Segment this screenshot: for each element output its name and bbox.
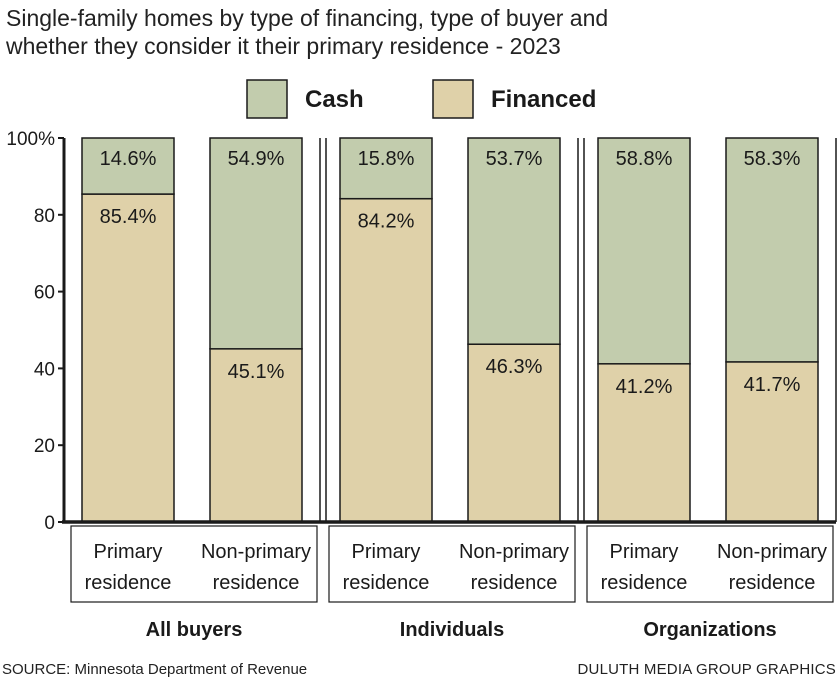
bar-cash bbox=[339, 137, 433, 200]
data-label-financed: 85.4% bbox=[100, 206, 157, 228]
data-label-cash: 58.8% bbox=[616, 148, 673, 170]
y-tick-label: 60 bbox=[34, 283, 55, 304]
bar-cash bbox=[209, 137, 303, 350]
x-category-label-line-1: Primary bbox=[352, 541, 421, 563]
data-label-financed: 46.3% bbox=[486, 356, 543, 378]
category-label-box bbox=[328, 525, 576, 603]
x-category-label-line-2: residence bbox=[85, 572, 172, 594]
y-tick-label: 80 bbox=[34, 206, 55, 227]
bar-financed bbox=[339, 197, 433, 523]
x-category-label-line-1: Primary bbox=[610, 541, 679, 563]
bar-financed bbox=[725, 361, 819, 523]
category-label-box bbox=[586, 525, 834, 603]
bar-cash bbox=[81, 137, 175, 195]
group-label: Individuals bbox=[400, 619, 504, 641]
chart-title-line-1: Single-family homes by type of financing… bbox=[6, 5, 609, 31]
y-tick-label: 20 bbox=[34, 436, 55, 457]
data-label-financed: 41.2% bbox=[616, 376, 673, 398]
graphics-credit: DULUTH MEDIA GROUP GRAPHICS bbox=[577, 661, 836, 678]
bar-cash bbox=[597, 137, 691, 365]
x-category-label-line-1: Non-primary bbox=[201, 541, 311, 563]
legend-label-financed: Financed bbox=[491, 86, 596, 113]
data-label-financed: 84.2% bbox=[358, 211, 415, 233]
group-label: All buyers bbox=[146, 619, 243, 641]
data-label-cash: 53.7% bbox=[486, 148, 543, 170]
source-note: SOURCE: Minnesota Department of Revenue bbox=[2, 661, 308, 678]
stacked-bar-chart: Cash Financed 100% 80 60 40 20 0 14.6% 85.4% Prima… bbox=[6, 79, 837, 641]
legend-label-cash: Cash bbox=[305, 86, 364, 113]
data-label-cash: 54.9% bbox=[228, 148, 285, 170]
x-category-label-line-2: residence bbox=[213, 572, 300, 594]
chart-title-line-2: whether they consider it their primary r… bbox=[6, 33, 561, 59]
legend-swatch-financed bbox=[432, 79, 474, 119]
x-category-label-line-2: residence bbox=[729, 572, 816, 594]
y-tick-label: 40 bbox=[34, 359, 55, 380]
y-tick-label: 100% bbox=[6, 129, 55, 150]
bar-cash bbox=[467, 137, 561, 345]
x-category-label-line-1: Primary bbox=[94, 541, 163, 563]
x-category-label-line-1: Non-primary bbox=[717, 541, 827, 563]
data-label-financed: 41.7% bbox=[744, 374, 801, 396]
bar-financed bbox=[81, 193, 175, 523]
group-label: Organizations bbox=[643, 619, 776, 641]
x-category-label-line-2: residence bbox=[601, 572, 688, 594]
x-category-label-line-2: residence bbox=[343, 572, 430, 594]
data-label-cash: 15.8% bbox=[358, 148, 415, 170]
data-label-cash: 58.3% bbox=[744, 148, 801, 170]
category-label-box bbox=[70, 525, 318, 603]
bar-cash bbox=[725, 137, 819, 363]
x-category-label-line-1: Non-primary bbox=[459, 541, 569, 563]
x-category-label-line-2: residence bbox=[471, 572, 558, 594]
data-label-financed: 45.1% bbox=[228, 361, 285, 383]
chart-title: Single-family homes by type of financing… bbox=[6, 4, 836, 60]
y-tick-label: 0 bbox=[44, 513, 55, 534]
data-label-cash: 14.6% bbox=[100, 148, 157, 170]
legend-swatch-cash bbox=[246, 79, 288, 119]
bar-financed bbox=[209, 348, 303, 523]
